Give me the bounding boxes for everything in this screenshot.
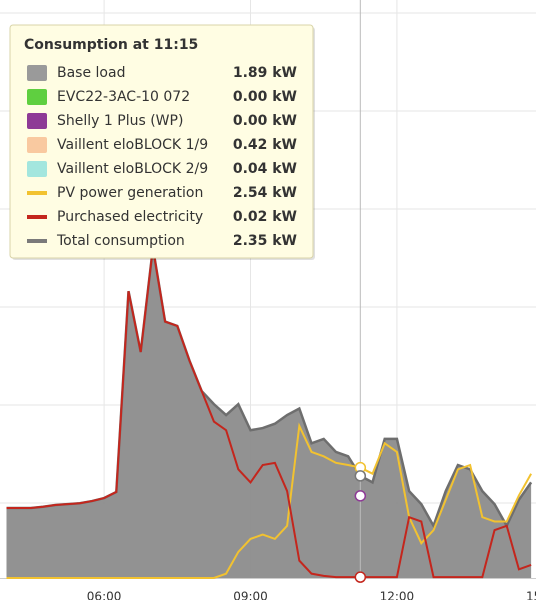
area-fill bbox=[6, 247, 532, 578]
marker bbox=[354, 490, 367, 502]
legend-name: EVC22-3AC-10 072 bbox=[57, 89, 190, 105]
tooltip-value: 2.35 kW bbox=[233, 233, 297, 249]
tooltip-value: 0.04 kW bbox=[233, 161, 297, 177]
legend-name: Purchased electricity bbox=[57, 209, 203, 225]
x-tick-label: 15:00 bbox=[526, 590, 536, 600]
legend-swatch bbox=[27, 65, 47, 81]
tooltip-title: Consumption at 11:15 bbox=[24, 37, 198, 53]
tooltip-value: 0.00 kW bbox=[233, 113, 297, 129]
legend-name: PV power generation bbox=[57, 185, 203, 201]
legend-name: Shelly 1 Plus (WP) bbox=[57, 113, 183, 129]
tooltip-value: 0.42 kW bbox=[233, 137, 297, 153]
series-line bbox=[6, 422, 532, 579]
marker bbox=[354, 470, 367, 482]
marker bbox=[354, 571, 367, 583]
tooltip: Consumption at 11:15 Base load 1.89 kW EVC2… bbox=[9, 24, 315, 260]
tooltip-value: 2.54 kW bbox=[233, 185, 297, 201]
legend-name: Vaillent eloBLOCK 2/9 bbox=[57, 161, 208, 177]
x-tick-label: 06:00 bbox=[87, 590, 122, 600]
legend-swatch bbox=[27, 137, 47, 153]
legend-swatch bbox=[27, 89, 47, 105]
legend-swatch bbox=[27, 113, 47, 129]
tooltip-value: 1.89 kW bbox=[233, 65, 297, 81]
legend-name: Vaillent eloBLOCK 1/9 bbox=[57, 137, 208, 153]
x-tick-label: 12:00 bbox=[380, 590, 415, 600]
x-tick-label: 09:00 bbox=[233, 590, 268, 600]
series-line bbox=[6, 247, 532, 579]
tooltip-box bbox=[9, 24, 314, 259]
legend-swatch bbox=[27, 161, 47, 177]
legend-name: Base load bbox=[57, 65, 125, 81]
tooltip-value: 0.02 kW bbox=[233, 209, 297, 225]
tooltip-value: 0.00 kW bbox=[233, 89, 297, 105]
legend-name: Total consumption bbox=[56, 233, 185, 249]
